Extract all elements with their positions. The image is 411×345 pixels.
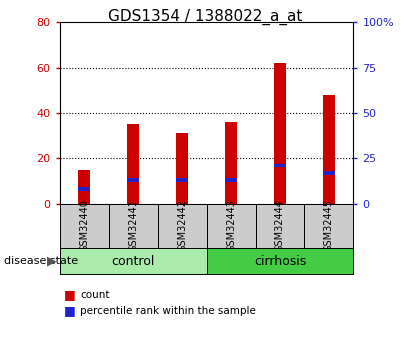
Bar	[256, 204, 305, 248]
Text: GSM32440: GSM32440	[79, 199, 89, 253]
Bar	[176, 178, 188, 182]
Bar	[78, 187, 90, 191]
Text: percentile rank within the sample: percentile rank within the sample	[80, 306, 256, 315]
Bar	[305, 204, 353, 248]
Bar	[109, 204, 157, 248]
Bar	[60, 204, 109, 248]
Text: cirrhosis: cirrhosis	[254, 255, 306, 268]
Bar	[225, 178, 237, 182]
Bar	[274, 164, 286, 167]
Bar	[225, 122, 237, 204]
Bar	[323, 171, 335, 175]
Text: GSM32445: GSM32445	[324, 199, 334, 253]
Bar	[206, 204, 256, 248]
Bar	[78, 170, 90, 204]
Text: GSM32442: GSM32442	[177, 199, 187, 253]
Bar	[176, 134, 188, 204]
Bar	[127, 178, 139, 182]
Text: ▶: ▶	[47, 255, 57, 268]
Text: ■: ■	[64, 288, 76, 302]
Text: GSM32443: GSM32443	[226, 199, 236, 253]
Text: GSM32444: GSM32444	[275, 199, 285, 253]
Text: GSM32441: GSM32441	[128, 199, 138, 253]
Text: disease state: disease state	[4, 256, 78, 266]
Bar	[127, 124, 139, 204]
Text: GDS1354 / 1388022_a_at: GDS1354 / 1388022_a_at	[109, 9, 302, 25]
Text: ■: ■	[64, 304, 76, 317]
Bar	[274, 63, 286, 204]
Bar	[206, 248, 353, 274]
Bar	[157, 204, 206, 248]
Bar	[323, 95, 335, 204]
Text: control: control	[111, 255, 155, 268]
Text: count: count	[80, 290, 110, 300]
Bar	[60, 248, 206, 274]
